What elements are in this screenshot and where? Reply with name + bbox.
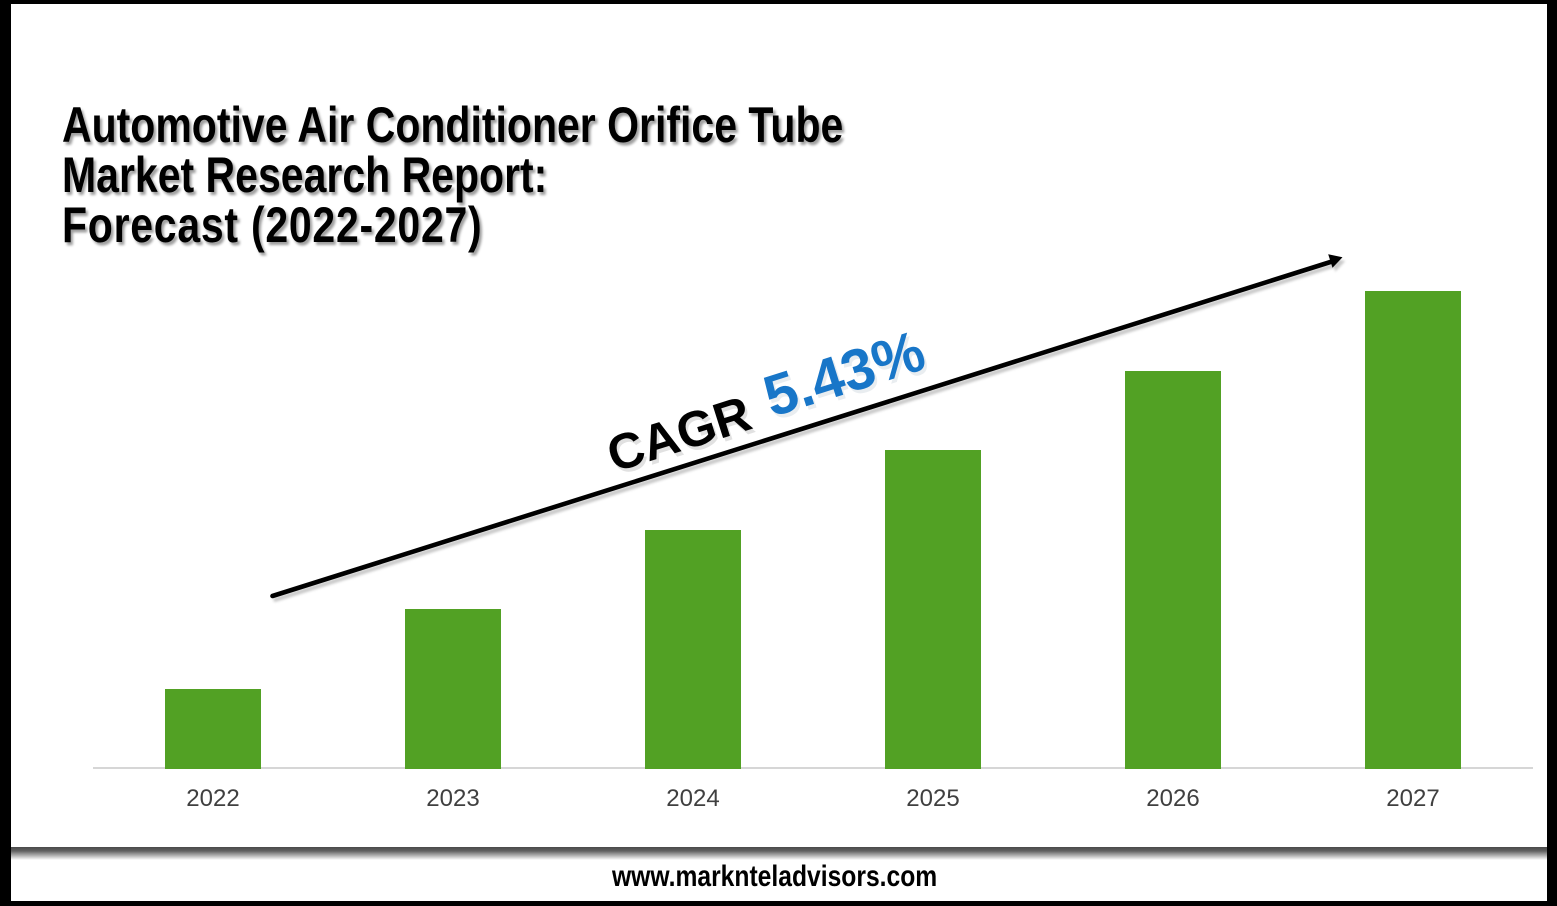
svg-text:CAGR 5.43%: CAGR 5.43% [597,318,934,483]
